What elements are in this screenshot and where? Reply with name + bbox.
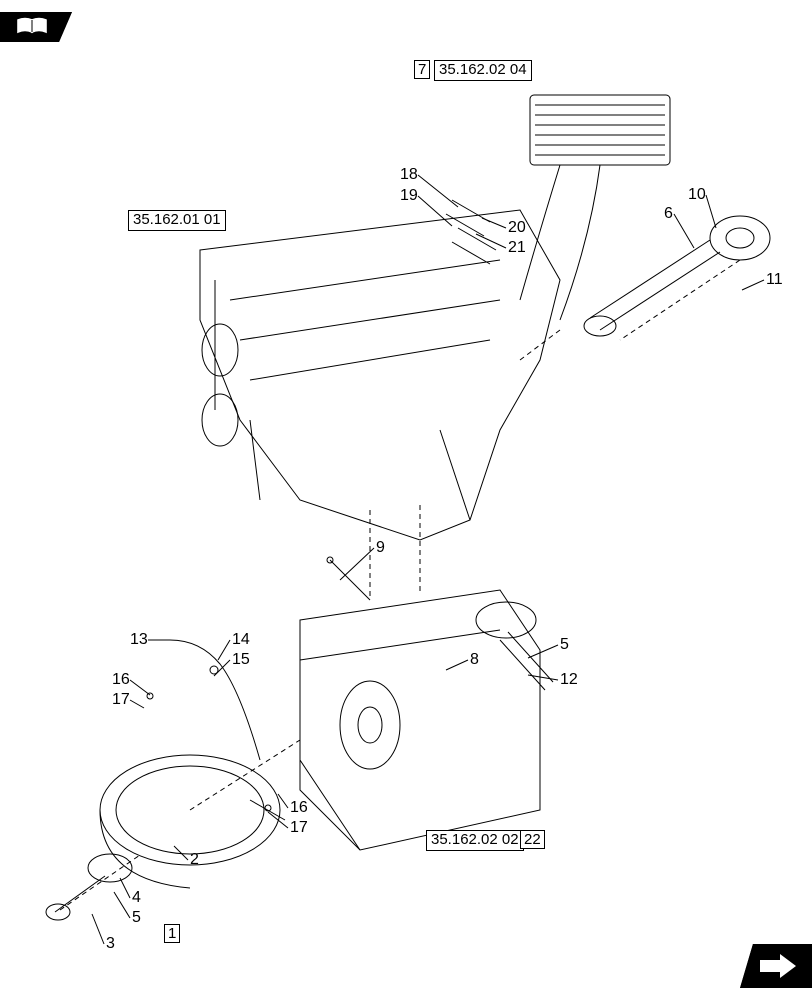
callout-number[interactable]: 17 xyxy=(290,820,308,836)
callout-number[interactable]: 20 xyxy=(508,220,526,236)
part-ref-box[interactable]: 22 xyxy=(520,830,545,849)
callout-number[interactable]: 8 xyxy=(470,652,479,668)
callout-number[interactable]: 4 xyxy=(132,890,141,906)
part-ref-box[interactable]: 7 xyxy=(414,60,430,79)
callout-number[interactable]: 5 xyxy=(132,910,141,926)
diagram-canvas: 35.162.01 0135.162.02 0435.162.02 02 722… xyxy=(0,0,812,1000)
line-art-layer xyxy=(0,0,812,1000)
callout-number[interactable]: 10 xyxy=(688,187,706,203)
assembly-ref-box[interactable]: 35.162.02 04 xyxy=(434,60,532,81)
callout-number[interactable]: 16 xyxy=(112,672,130,688)
callout-number[interactable]: 11 xyxy=(766,272,783,288)
assembly-ref-box[interactable]: 35.162.01 01 xyxy=(128,210,226,231)
callout-number[interactable]: 15 xyxy=(232,652,250,668)
assembly-ref-box[interactable]: 35.162.02 02 xyxy=(426,830,524,851)
callout-number[interactable]: 19 xyxy=(400,188,418,204)
callout-number[interactable]: 2 xyxy=(190,852,199,868)
callout-number[interactable]: 3 xyxy=(106,936,115,952)
callout-number[interactable]: 14 xyxy=(232,632,250,648)
part-ref-box[interactable]: 1 xyxy=(164,924,180,943)
callout-number[interactable]: 17 xyxy=(112,692,130,708)
callout-number[interactable]: 6 xyxy=(664,206,673,222)
callout-number[interactable]: 18 xyxy=(400,167,418,183)
callout-number[interactable]: 21 xyxy=(508,240,526,256)
callout-number[interactable]: 16 xyxy=(290,800,308,816)
callout-number[interactable]: 12 xyxy=(560,672,578,688)
callout-number[interactable]: 13 xyxy=(130,632,148,648)
callout-number[interactable]: 9 xyxy=(376,540,385,556)
callout-number[interactable]: 5 xyxy=(560,637,569,653)
